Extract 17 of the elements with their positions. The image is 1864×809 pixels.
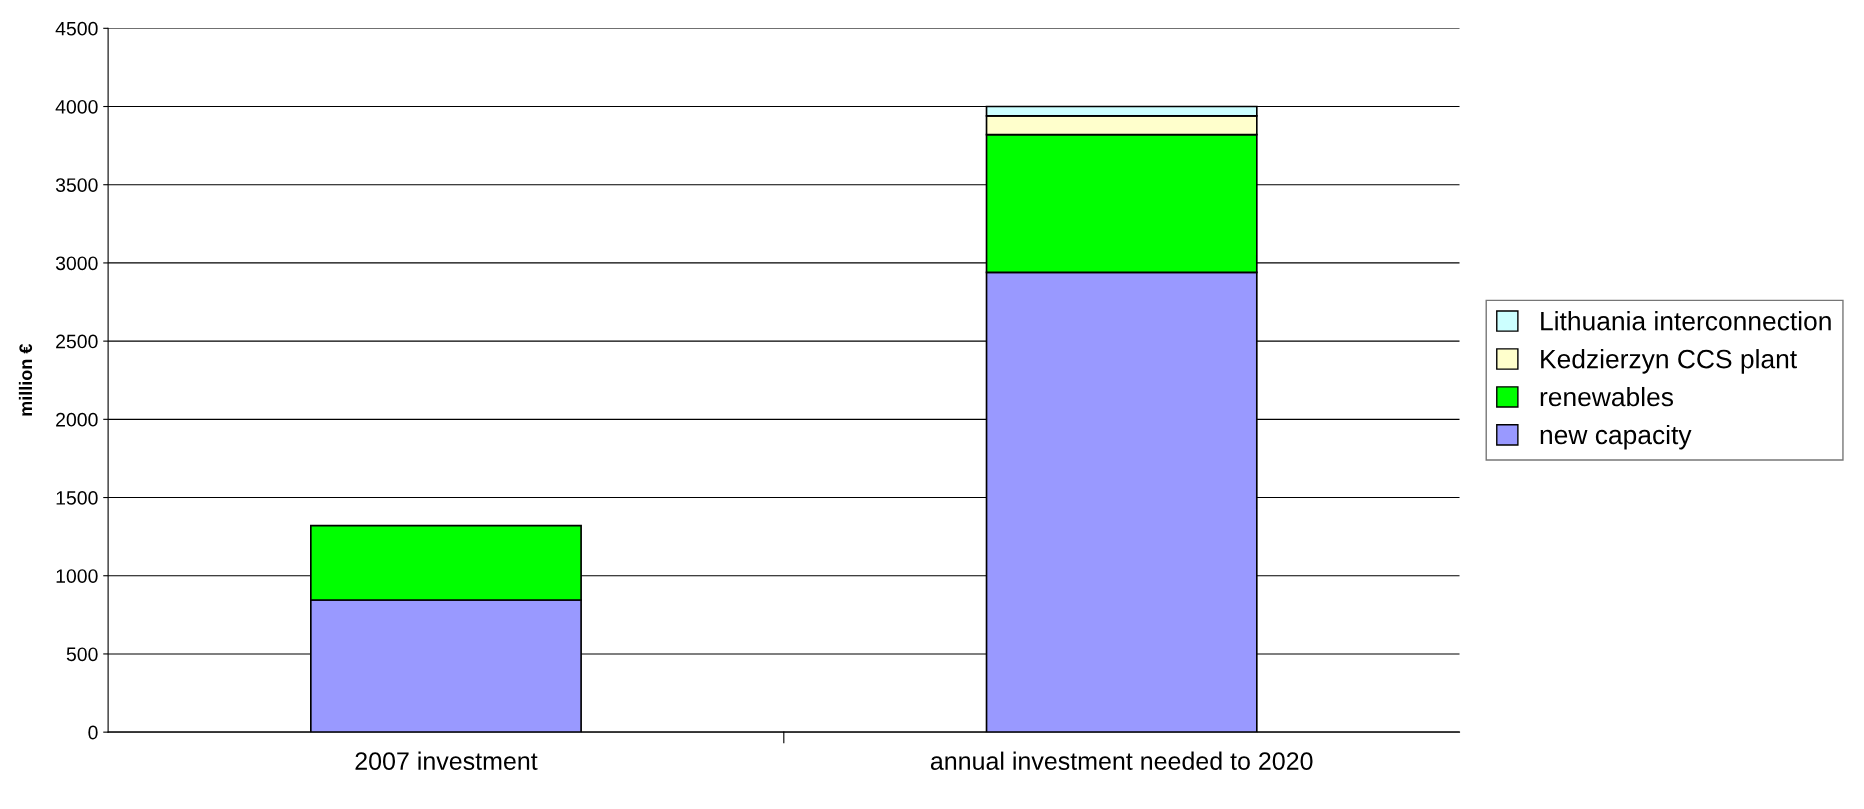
y-tick-label: 3000 — [55, 256, 98, 271]
y-tick-label: 1000 — [56, 569, 98, 583]
y-tick-label: 2500 — [56, 334, 98, 349]
x-tick-label: annual investment needed to 2020 — [930, 751, 1313, 770]
legend-label: Lithuania interconnection — [1541, 311, 1831, 331]
y-tick-label: 4500 — [55, 21, 98, 36]
y-tick-label: 1500 — [56, 491, 98, 505]
y-tick-label: 500 — [66, 647, 98, 662]
legend-label: Kedzierzyn CCS plant — [1541, 349, 1797, 374]
x-tick-label: 2007 investment — [355, 751, 538, 770]
legend-label: renewables — [1540, 386, 1674, 407]
y-tick-label: 3500 — [55, 178, 98, 192]
legend-label: new capacity — [1540, 424, 1692, 450]
y-tick-label: 0 — [88, 725, 98, 740]
y-tick-label: 4000 — [55, 99, 98, 114]
y-tick-label: 2000 — [56, 412, 98, 427]
y-axis-title: million € — [18, 343, 33, 416]
